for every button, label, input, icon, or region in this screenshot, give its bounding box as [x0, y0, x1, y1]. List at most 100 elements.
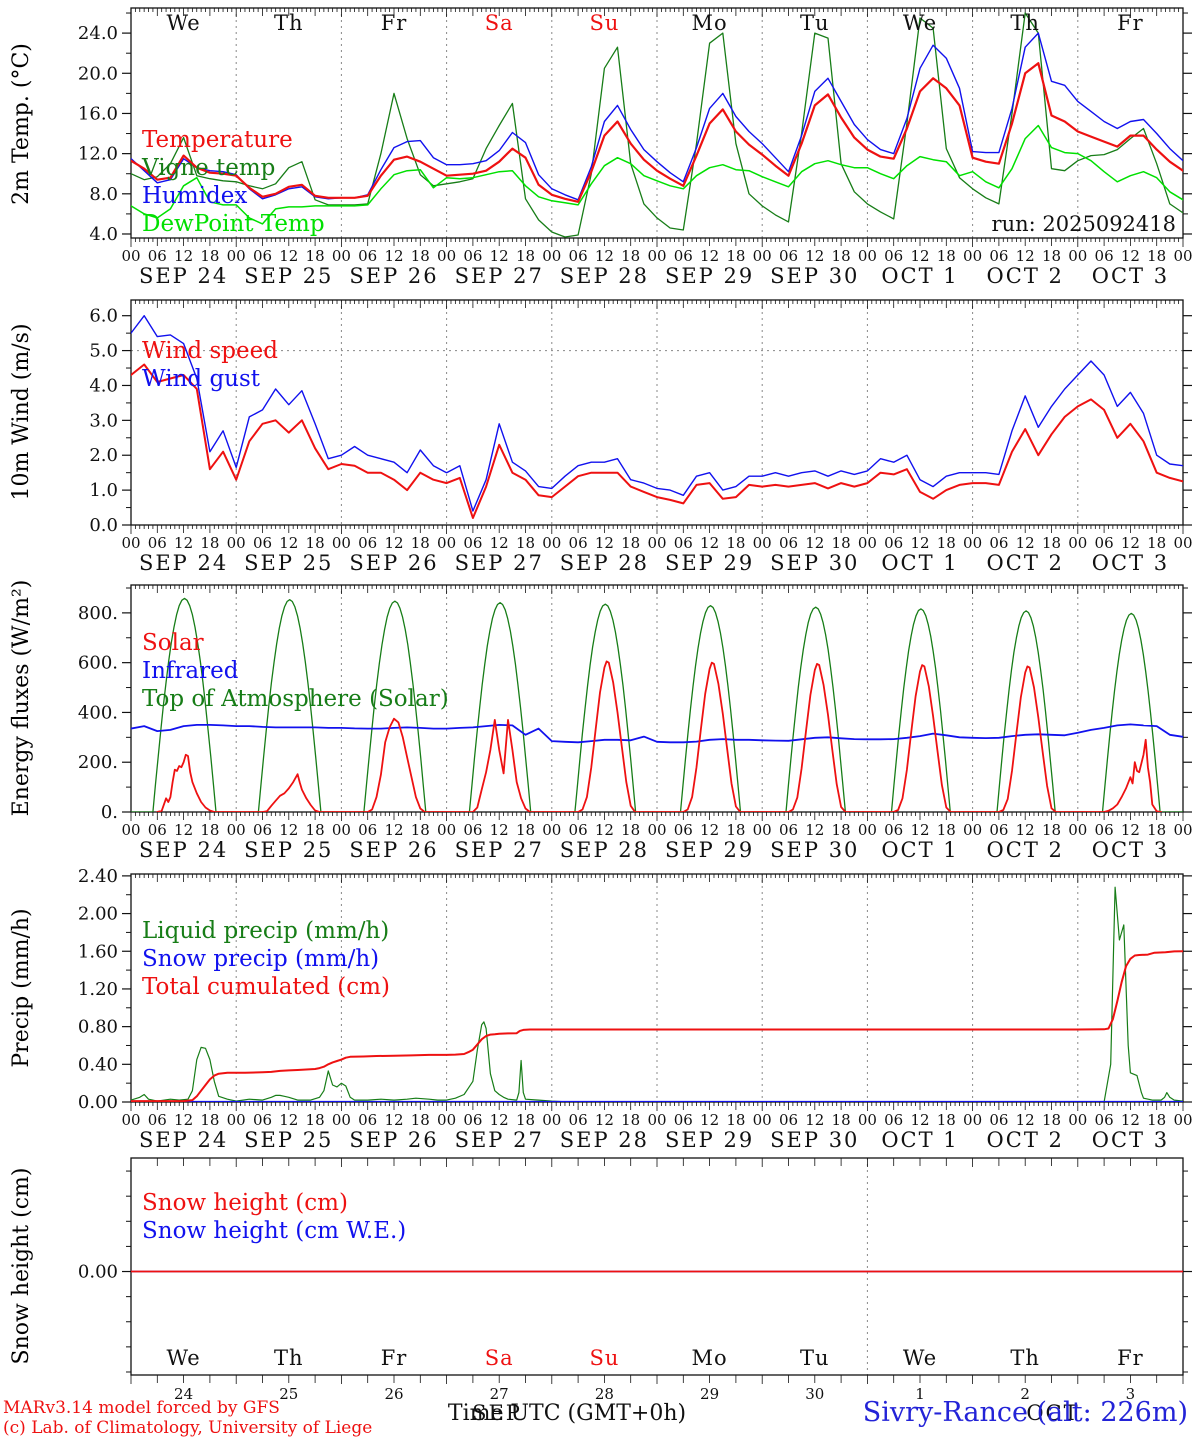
date-label: OCT 1: [881, 551, 958, 575]
hour-label: 18: [726, 534, 745, 552]
weekday-label: Fr: [1117, 1346, 1144, 1370]
hour-label: 18: [937, 821, 956, 839]
day-number-label: 25: [279, 1385, 298, 1403]
hour-label: 00: [647, 821, 666, 839]
hour-label: 12: [700, 821, 719, 839]
weekday-label: Mo: [692, 1346, 728, 1370]
hour-label: 00: [1173, 247, 1192, 265]
hour-label: 00: [963, 1111, 982, 1129]
hour-label: 00: [858, 1111, 877, 1129]
hour-label: 06: [253, 821, 272, 839]
legend-wind10m-1: Wind gust: [142, 366, 261, 392]
hour-label: 06: [1095, 247, 1114, 265]
hour-label: 18: [621, 534, 640, 552]
y-tick-label: 1.0: [89, 480, 118, 501]
date-label: OCT 3: [1092, 838, 1169, 862]
series-vigne-temp: [131, 12, 1183, 238]
hour-label: 00: [227, 534, 246, 552]
weekday-label-top: Th: [1010, 11, 1040, 35]
series-toa-solar: [131, 597, 1183, 812]
hour-label: 00: [542, 247, 561, 265]
date-label: SEP 27: [455, 264, 544, 288]
hour-label: 12: [490, 534, 509, 552]
hour-label: 12: [174, 1111, 193, 1129]
date-label: SEP 28: [560, 838, 649, 862]
hour-label: 06: [148, 821, 167, 839]
hour-label: 18: [200, 247, 219, 265]
hour-label: 18: [200, 1111, 219, 1129]
hour-label: 18: [832, 247, 851, 265]
hour-label: 00: [963, 534, 982, 552]
hour-label: 00: [753, 534, 772, 552]
day-number-label: 24: [174, 1385, 193, 1403]
y-tick-label: 0.0: [89, 515, 118, 536]
hour-label: 18: [1042, 1111, 1061, 1129]
date-label: SEP 27: [455, 838, 544, 862]
hour-label: 06: [253, 247, 272, 265]
hour-label: 12: [805, 1111, 824, 1129]
series-wind-gust: [131, 315, 1183, 512]
hour-label: 12: [279, 247, 298, 265]
date-label: SEP 30: [770, 551, 859, 575]
series-total-cumulated: [131, 950, 1183, 1102]
hour-label: 06: [1095, 1111, 1114, 1129]
hour-label: 00: [227, 821, 246, 839]
date-label: OCT 2: [987, 264, 1064, 288]
hour-label: 12: [700, 247, 719, 265]
series-temperature: [131, 62, 1183, 203]
hour-label: 00: [227, 1111, 246, 1129]
hour-label: 06: [253, 534, 272, 552]
hour-label: 00: [963, 821, 982, 839]
hour-label: 12: [384, 247, 403, 265]
hour-label: 06: [674, 821, 693, 839]
hour-label: 00: [542, 1111, 561, 1129]
hour-label: 12: [595, 1111, 614, 1129]
run-label: run: 2025092418: [992, 212, 1176, 236]
hour-label: 00: [963, 247, 982, 265]
y-tick-label: 12.0: [78, 144, 118, 165]
ylabel-energy: Energy fluxes (W/m²): [9, 580, 34, 817]
xaxis-title: Time UTC (GMT+0h): [448, 1401, 686, 1426]
hour-label: 00: [542, 534, 561, 552]
hour-label: 18: [1147, 534, 1166, 552]
hour-label: 18: [1042, 247, 1061, 265]
y-tick-label: 400.: [78, 702, 118, 723]
weekday-label-top: We: [903, 11, 937, 35]
hour-label: 12: [174, 821, 193, 839]
hour-label: 12: [1016, 821, 1035, 839]
y-tick-label: 2.40: [78, 866, 118, 887]
hour-label: 00: [542, 821, 561, 839]
hour-label: 12: [279, 1111, 298, 1129]
credit-line-2: (c) Lab. of Climatology, University of L…: [3, 1418, 372, 1438]
panel-border: [130, 7, 1184, 239]
hour-label: 00: [858, 821, 877, 839]
hour-label: 06: [989, 821, 1008, 839]
hour-label: 18: [306, 534, 325, 552]
hour-label: 06: [779, 1111, 798, 1129]
hour-label: 18: [621, 247, 640, 265]
hour-label: 00: [753, 1111, 772, 1129]
series-humidex: [131, 32, 1183, 201]
series-solar: [156, 660, 1162, 812]
hour-label: 00: [1173, 821, 1192, 839]
hour-label: 00: [437, 534, 456, 552]
hour-label: 00: [121, 534, 140, 552]
hour-label: 06: [148, 1111, 167, 1129]
hour-label: 06: [1095, 534, 1114, 552]
hour-label: 00: [647, 1111, 666, 1129]
day-number-label: 3: [1126, 1385, 1136, 1403]
hour-label: 12: [1016, 534, 1035, 552]
hour-label: 06: [463, 1111, 482, 1129]
weekday-label-top: Fr: [1117, 11, 1144, 35]
hour-label: 00: [227, 247, 246, 265]
date-label: SEP 27: [455, 1128, 544, 1152]
weekday-label-top: Su: [589, 11, 619, 35]
hour-label: 18: [726, 247, 745, 265]
weekday-label: Fr: [381, 1346, 408, 1370]
hour-label: 18: [411, 1111, 430, 1129]
hour-label: 18: [411, 821, 430, 839]
hour-label: 12: [279, 534, 298, 552]
hour-label: 18: [516, 1111, 535, 1129]
hour-label: 06: [779, 821, 798, 839]
